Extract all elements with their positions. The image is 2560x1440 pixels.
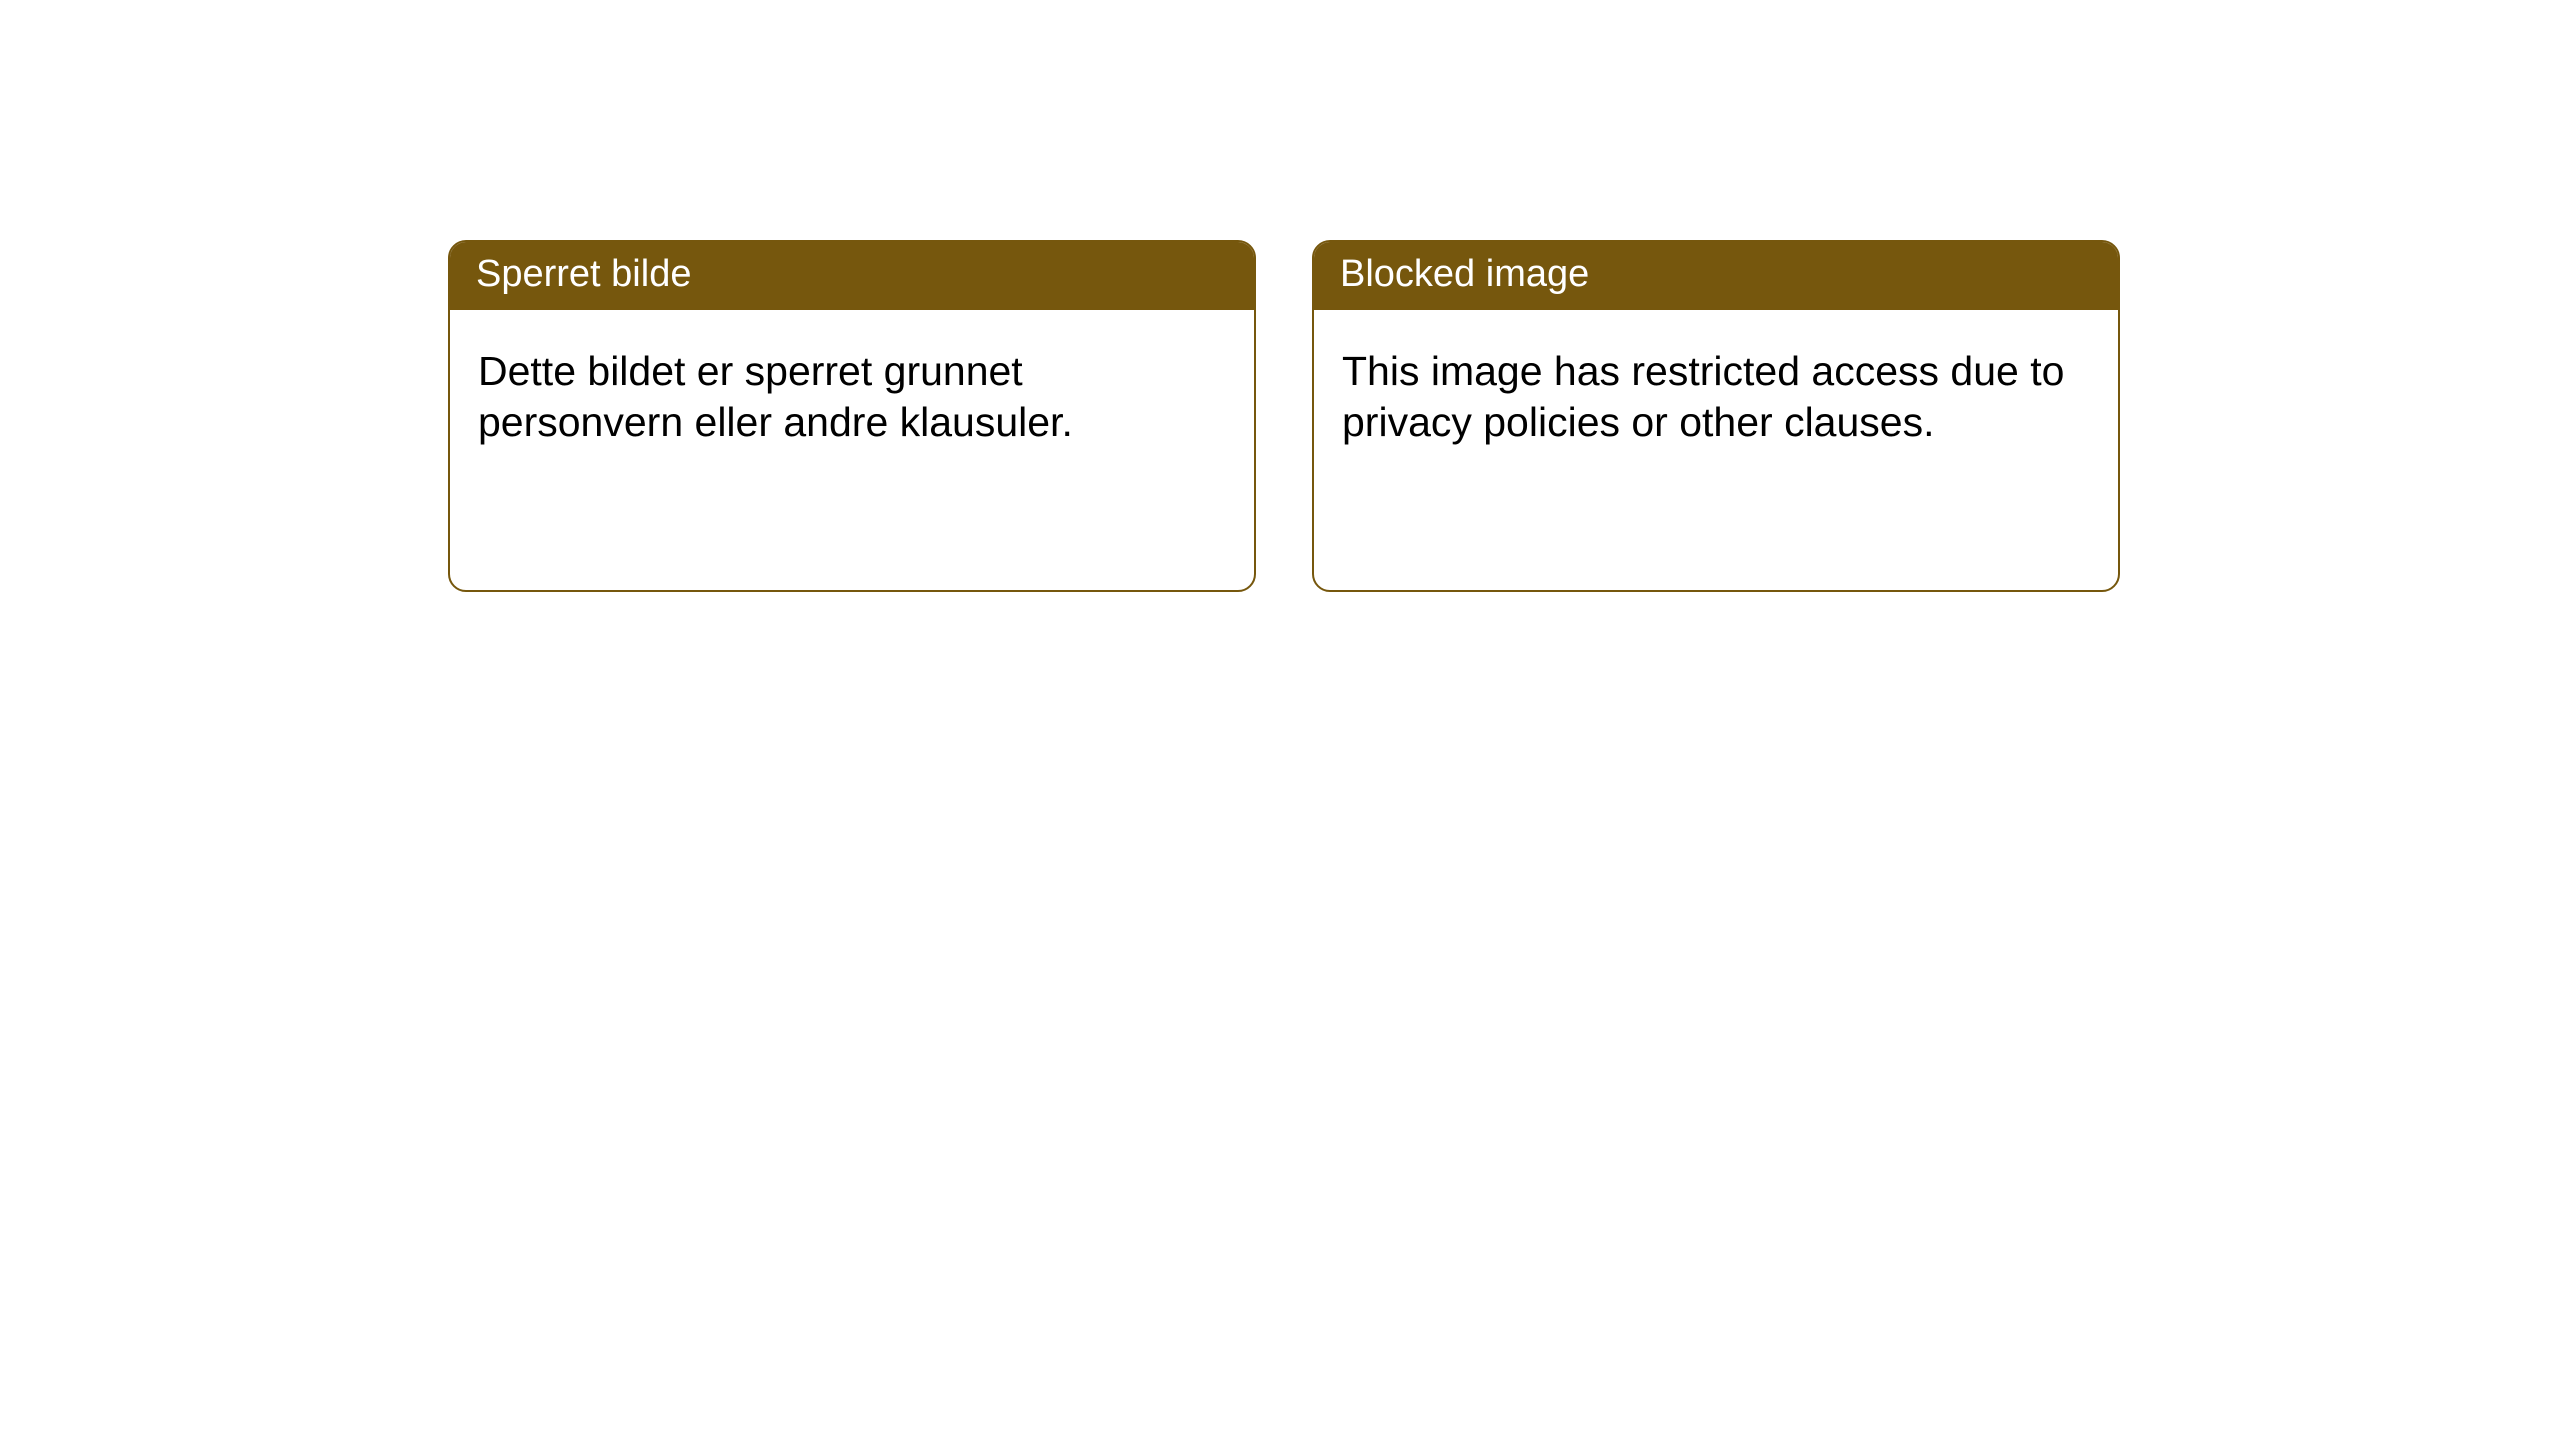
notice-body-en: This image has restricted access due to … [1314,310,2118,590]
notice-body-no: Dette bildet er sperret grunnet personve… [450,310,1254,590]
notice-header-en: Blocked image [1314,242,2118,310]
notice-text-en: This image has restricted access due to … [1342,348,2064,445]
notice-header-no: Sperret bilde [450,242,1254,310]
notice-container: Sperret bilde Dette bildet er sperret gr… [0,0,2560,592]
notice-text-no: Dette bildet er sperret grunnet personve… [478,348,1073,445]
notice-title-no: Sperret bilde [476,253,691,295]
notice-card-no: Sperret bilde Dette bildet er sperret gr… [448,240,1256,592]
notice-title-en: Blocked image [1340,253,1589,295]
notice-card-en: Blocked image This image has restricted … [1312,240,2120,592]
